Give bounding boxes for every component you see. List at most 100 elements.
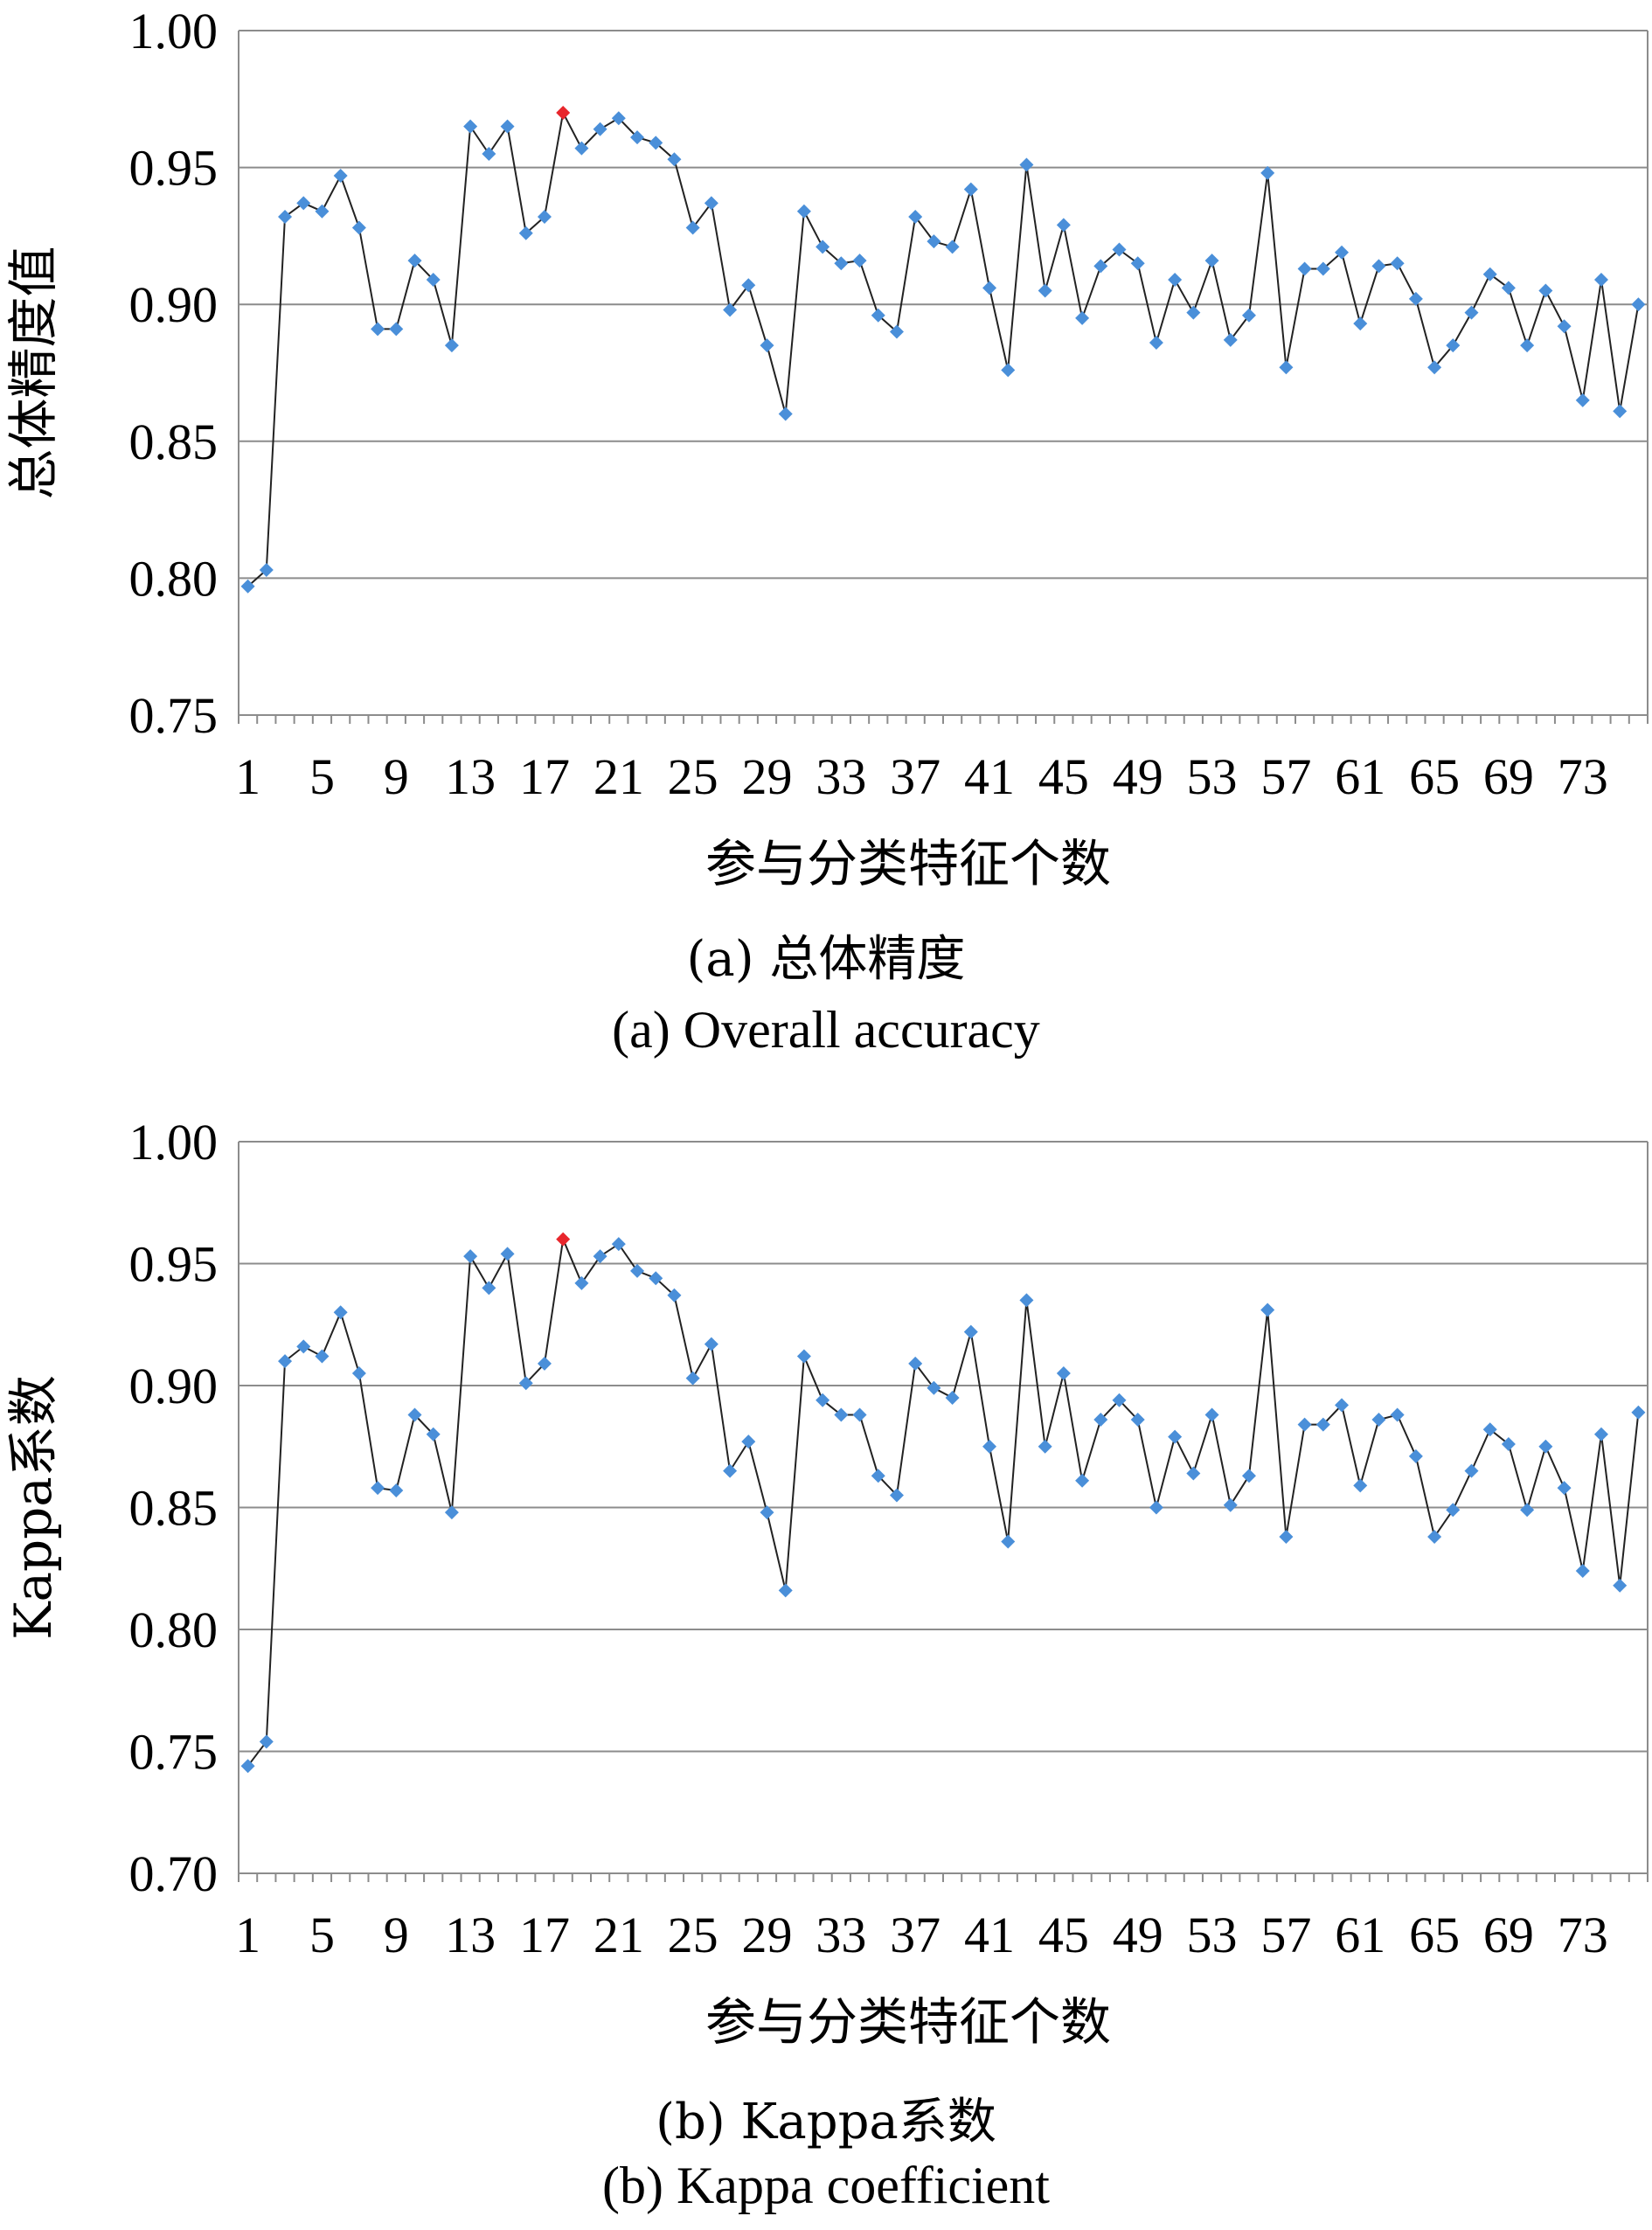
x-tick-label: 57 xyxy=(1260,748,1311,805)
data-point-marker xyxy=(834,1407,849,1422)
data-point-marker xyxy=(1631,1405,1646,1420)
line-chart-overall-accuracy: 0.75 0.80 0.85 0.90 0.95 1.00 1 5 9 13 17 21 25 29 33 3… xyxy=(3,3,1649,893)
x-tick-label: 17 xyxy=(519,1907,570,1963)
data-point-marker xyxy=(1557,1481,1572,1496)
y-tick-label: 0.80 xyxy=(129,550,219,607)
data-point-marker xyxy=(685,1371,700,1386)
data-point-marker xyxy=(778,406,793,421)
data-point-marker xyxy=(1371,259,1386,274)
data-point-marker xyxy=(1241,308,1256,323)
x-tick-label: 17 xyxy=(519,748,570,805)
data-point-marker xyxy=(1241,1469,1256,1483)
x-tick-label: 13 xyxy=(445,748,496,805)
x-axis-title: 参与分类特征个数 xyxy=(705,1992,1111,2052)
data-point-marker xyxy=(1593,273,1608,288)
data-point-marker xyxy=(296,1339,311,1354)
x-tick-label: 53 xyxy=(1187,748,1238,805)
data-point-marker xyxy=(889,1488,904,1503)
data-point-marker xyxy=(463,119,478,134)
data-point-marker xyxy=(1613,1578,1628,1593)
data-point-marker xyxy=(1260,165,1275,180)
data-point-marker xyxy=(1427,1529,1442,1544)
y-tick-label: 0.85 xyxy=(129,413,219,470)
y-tick-label: 0.80 xyxy=(129,1601,219,1658)
x-tick-label: 5 xyxy=(309,748,335,805)
data-point-marker xyxy=(760,1505,774,1520)
data-point-marker xyxy=(1335,1398,1350,1413)
data-point-marker xyxy=(574,141,589,156)
data-point-marker xyxy=(482,1281,496,1296)
max-data-point-marker xyxy=(556,105,571,120)
x-tick-label: 9 xyxy=(384,1907,409,1963)
y-tick-label: 1.00 xyxy=(129,3,219,59)
caption-en-kappa: (b) Kappa coefficient xyxy=(602,2157,1050,2214)
data-point-marker xyxy=(927,234,941,249)
x-tick-label: 29 xyxy=(742,748,793,805)
data-point-marker xyxy=(518,1376,533,1391)
x-tick-label: 41 xyxy=(964,1907,1015,1963)
x-tick-label: 61 xyxy=(1335,748,1385,805)
data-point-marker xyxy=(1371,1413,1386,1428)
data-point-marker xyxy=(1038,283,1052,298)
data-point-marker xyxy=(1353,316,1368,331)
data-point-marker xyxy=(1075,310,1090,325)
max-data-point-marker xyxy=(556,1232,571,1247)
data-point-marker xyxy=(1130,256,1145,271)
data-point-marker xyxy=(1575,1564,1590,1579)
data-point-marker xyxy=(500,119,515,134)
data-point-marker xyxy=(463,1249,478,1264)
data-point-marker xyxy=(1353,1478,1368,1493)
data-point-marker xyxy=(537,209,552,224)
data-point-marker xyxy=(871,308,885,323)
data-point-marker xyxy=(1204,1407,1219,1422)
data-point-marker xyxy=(685,220,700,235)
data-point-marker xyxy=(723,1463,738,1478)
data-point-marker xyxy=(1186,305,1201,320)
data-point-marker xyxy=(351,1366,366,1381)
data-point-marker xyxy=(259,1734,274,1749)
data-point-marker xyxy=(945,240,960,254)
x-tick-label: 57 xyxy=(1260,1907,1311,1963)
data-point-marker xyxy=(1593,1427,1608,1442)
data-point-marker xyxy=(1390,256,1405,271)
series-line xyxy=(246,109,1640,587)
data-point-marker xyxy=(1538,1439,1553,1454)
data-point-marker xyxy=(1482,1422,1497,1437)
x-tick-label: 65 xyxy=(1409,1907,1460,1963)
y-tick-label: 0.75 xyxy=(129,687,219,744)
data-point-marker xyxy=(741,278,756,293)
data-point-marker xyxy=(1520,338,1535,353)
data-point-marker xyxy=(389,1483,404,1497)
x-tick-label: 25 xyxy=(668,748,718,805)
data-point-marker xyxy=(296,196,311,211)
data-point-marker xyxy=(1575,393,1590,407)
data-point-marker xyxy=(816,240,830,254)
data-point-marker xyxy=(1093,1413,1108,1428)
data-point-marker xyxy=(1038,1439,1052,1454)
x-tick-label: 61 xyxy=(1335,1907,1385,1963)
x-tick-label: 1 xyxy=(235,1907,260,1963)
y-tick-label: 0.85 xyxy=(129,1480,219,1537)
data-point-marker xyxy=(852,1407,867,1422)
data-point-marker xyxy=(240,1759,255,1774)
data-point-marker xyxy=(1520,1503,1535,1518)
data-point-marker xyxy=(593,1249,607,1264)
caption-cn-overall-accuracy: (a) 总体精度 xyxy=(686,931,966,988)
data-point-marker xyxy=(1408,1448,1423,1463)
x-tick-label: 65 xyxy=(1409,748,1460,805)
data-point-marker xyxy=(1613,404,1628,419)
data-point-marker xyxy=(1112,242,1127,257)
data-point-marker xyxy=(351,220,366,235)
x-tick-label: 37 xyxy=(890,748,941,805)
data-point-marker xyxy=(444,338,459,353)
data-point-marker xyxy=(1482,267,1497,281)
x-tick-label: 45 xyxy=(1038,748,1089,805)
data-point-marker xyxy=(1446,338,1461,353)
data-point-marker xyxy=(630,1263,645,1278)
data-point-marker xyxy=(426,273,441,288)
data-point-marker xyxy=(1056,1366,1071,1381)
x-tick-label: 5 xyxy=(309,1907,335,1963)
data-point-marker xyxy=(667,1288,682,1303)
data-point-marker xyxy=(1075,1473,1090,1488)
data-point-marker xyxy=(927,1380,941,1395)
